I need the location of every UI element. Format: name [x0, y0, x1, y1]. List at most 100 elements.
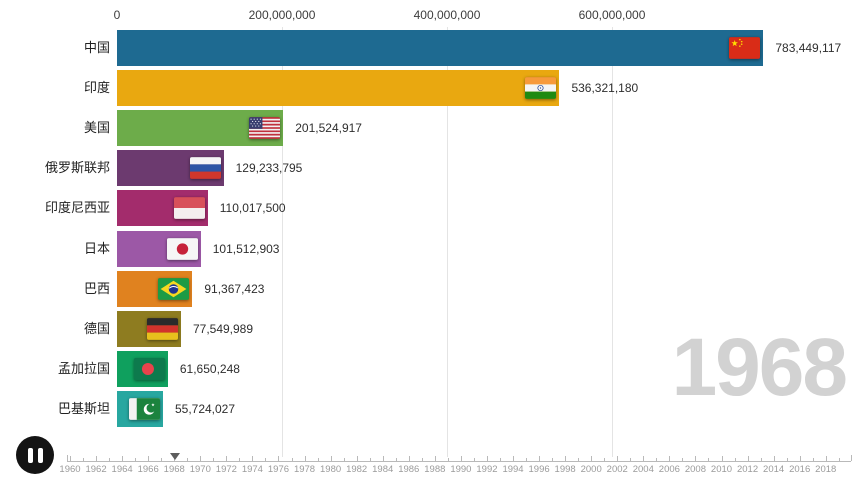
country-label: 日本 [83, 241, 110, 256]
timeline-tick [96, 456, 98, 461]
bar-value: 101,512,903 [212, 242, 280, 256]
timeline-year-label: 1970 [189, 464, 211, 475]
x-axis-tick-label: 400,000,000 [413, 8, 481, 22]
timeline-tick [539, 456, 541, 461]
timeline-tick [304, 456, 306, 461]
timeline-tick [682, 458, 684, 461]
timeline-tick [799, 456, 801, 461]
timeline-tick [122, 456, 124, 461]
timeline-slider[interactable]: 1960 1962 1964 1966 1968 1970 1972 1974 1976 1978… [0, 450, 864, 486]
timeline-year-label: 1962 [85, 464, 107, 475]
timeline-year-label: 1992 [476, 464, 498, 475]
timeline-tick [773, 456, 775, 461]
timeline-tick [148, 456, 150, 461]
timeline-tick [460, 456, 462, 461]
flag-india-icon [525, 77, 557, 99]
timeline-tick [617, 456, 619, 461]
timeline-tick [252, 456, 254, 461]
country-label: 俄罗斯联邦 [44, 160, 110, 175]
flag-brazil-icon [158, 278, 190, 300]
pause-button[interactable] [16, 436, 54, 474]
pause-icon [25, 447, 45, 463]
timeline-tick [630, 458, 632, 461]
timeline-tick [656, 458, 658, 461]
bar-value: 783,449,117 [775, 41, 842, 55]
timeline-end-tick [67, 455, 68, 461]
bar-value: 536,321,180 [571, 81, 639, 95]
country-label: 德国 [83, 321, 110, 336]
timeline-year-label: 2012 [736, 464, 759, 475]
flag-china-icon [729, 37, 761, 59]
timeline-year-label: 2006 [658, 464, 680, 475]
timeline-track[interactable] [67, 461, 851, 462]
flag-japan-icon [166, 238, 198, 260]
timeline-year-label: 1972 [215, 464, 237, 475]
timeline-tick [421, 458, 423, 461]
timeline-year-label: 2008 [684, 464, 707, 475]
x-axis-tick-label: 600,000,000 [578, 8, 646, 22]
bar-value: 77,549,989 [192, 322, 254, 336]
timeline-year-label: 2002 [606, 464, 628, 475]
bar-row: 俄罗斯联邦 129,233,795 [0, 150, 864, 186]
timeline-tick [434, 456, 436, 461]
timeline-tick [812, 458, 814, 461]
bar-brazil [117, 271, 193, 307]
timeline-tick [838, 458, 840, 461]
bar-row: 印度尼西亚 110,017,500 [0, 190, 864, 226]
timeline-year-label: 1980 [320, 464, 342, 475]
timeline-tick [213, 458, 215, 461]
timeline-tick [226, 456, 228, 461]
timeline-year-label: 1982 [346, 464, 368, 475]
timeline-year-label: 2010 [710, 464, 733, 475]
gridline [282, 27, 283, 457]
bar-value: 110,017,500 [219, 201, 286, 215]
timeline-year-label: 1998 [554, 464, 576, 475]
slider-handle-icon[interactable] [170, 453, 181, 460]
bar-usa [117, 110, 284, 146]
timeline-year-label: 1968 [163, 464, 185, 475]
bar-value: 55,724,027 [174, 402, 236, 416]
timeline-end-tick [850, 455, 852, 461]
x-axis-tick-label: 200,000,000 [248, 8, 316, 22]
gridline [612, 27, 613, 457]
timeline-tick [265, 458, 267, 461]
country-label: 美国 [83, 120, 110, 135]
flag-pakistan-icon [128, 398, 160, 420]
timeline-year-label: 1966 [137, 464, 159, 475]
bar-indonesia [117, 190, 208, 226]
timeline-year-label: 2000 [580, 464, 602, 475]
timeline-tick [83, 458, 85, 461]
timeline-year-label: 2016 [789, 464, 811, 475]
bar-russia [117, 150, 224, 186]
bar-row: 日本 101,512,903 [0, 231, 864, 267]
timeline-tick [317, 458, 319, 461]
timeline-tick [513, 456, 515, 461]
timeline-year-label: 1964 [111, 464, 133, 475]
bar-value: 201,524,917 [295, 121, 362, 135]
bar-row: 孟加拉国 61,650,248 [0, 351, 864, 387]
timeline-tick [760, 458, 762, 461]
timeline-tick [734, 458, 736, 461]
timeline-tick [135, 458, 137, 461]
flag-indonesia-icon [173, 197, 205, 219]
timeline-tick [161, 458, 163, 461]
timeline-year-label: 1978 [293, 464, 316, 475]
bar-pakistan [117, 391, 163, 427]
timeline-tick [604, 458, 606, 461]
timeline-tick [591, 456, 593, 461]
country-label: 孟加拉国 [57, 361, 110, 376]
country-label: 中国 [83, 40, 110, 55]
timeline-year-label: 1976 [267, 464, 290, 475]
timeline-year-label: 2018 [815, 464, 837, 475]
flag-bangladesh-icon [133, 358, 165, 380]
bar-row: 印度 536,321,180 [0, 70, 864, 106]
timeline-tick [278, 456, 280, 461]
timeline-tick [695, 456, 697, 461]
timeline-tick [643, 456, 645, 461]
bar-row: 德国 77,549,989 [0, 311, 864, 347]
bar-japan [117, 231, 201, 267]
bar-value: 61,650,248 [179, 362, 240, 376]
country-label: 巴基斯坦 [57, 401, 110, 416]
timeline-tick [473, 458, 475, 461]
